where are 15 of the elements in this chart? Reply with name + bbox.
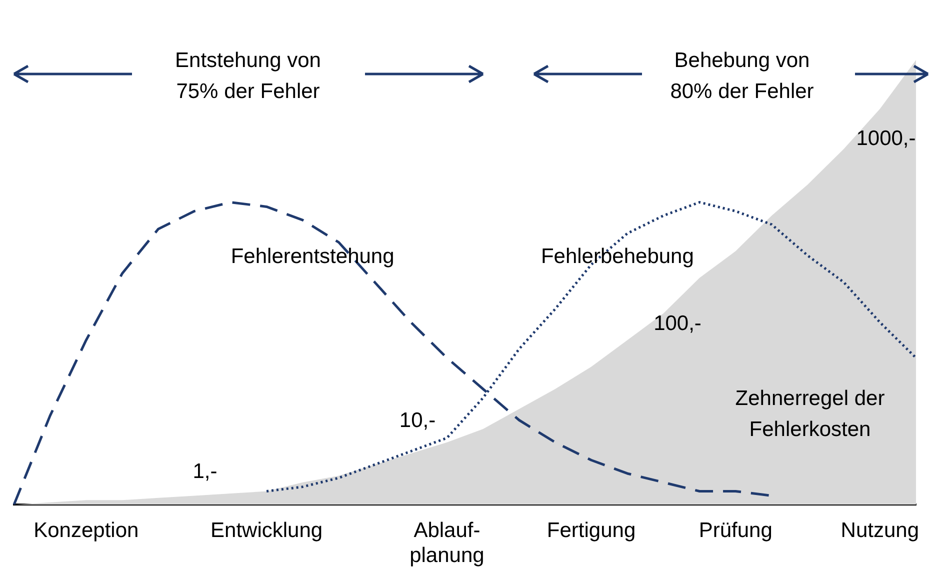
annotation: 100,- [652,311,702,337]
annotation: 10,- [398,408,437,434]
x-tick-label: Prüfung [698,518,772,542]
series-label: Fehlerentstehung [230,245,394,268]
annotation: Entstehung von 75% der Fehler [174,48,322,105]
series-label: Fehlerbehebung [540,245,694,268]
x-tick-label: Ablauf-planung [410,518,484,568]
x-tick-label: Nutzung [840,518,920,542]
x-tick-label: Entwicklung [210,518,323,542]
annotation: Zehnerregel der Fehlerkosten [734,386,886,443]
x-tick-label: Fertigung [546,518,636,542]
annotation: 1,- [192,459,218,485]
x-tick-label: Konzeption [34,518,139,542]
annotation: 1000,- [855,126,917,152]
annotation: Behebung von 80% der Fehler [669,48,815,105]
